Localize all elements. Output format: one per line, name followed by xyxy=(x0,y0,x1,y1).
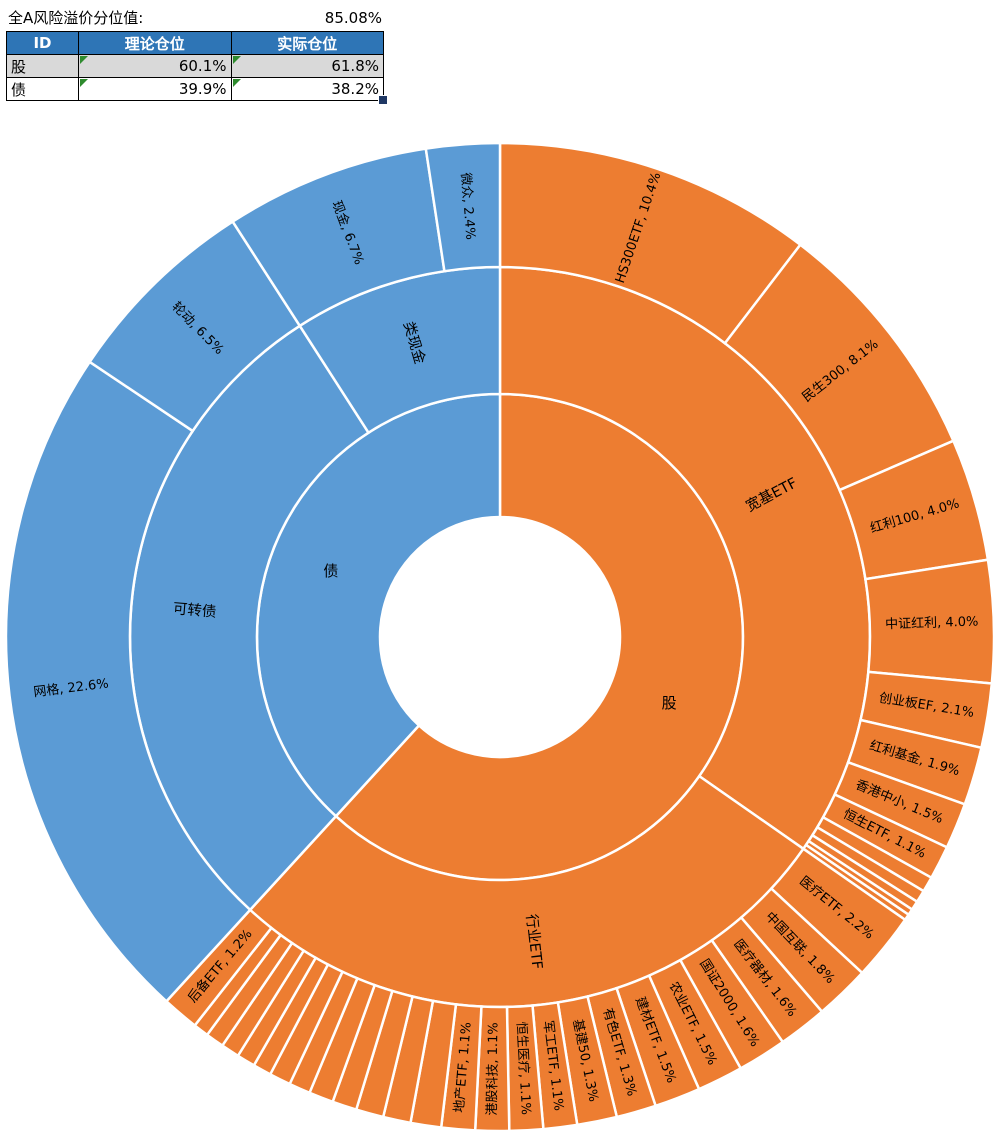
position-table: ID 理论仓位 实际仓位 股 60.1% 61.8% 债 39.9% 38.2% xyxy=(6,31,384,101)
cell-value: 39.9% xyxy=(178,80,227,98)
error-flag-triangle xyxy=(232,56,241,64)
cell-bond-actual[interactable]: 38.2% xyxy=(230,77,384,101)
col-header-theoretical[interactable]: 理论仓位 xyxy=(78,31,232,55)
position-panel: 全A风险溢价分位值: 85.08% ID 理论仓位 实际仓位 股 60.1% 6… xyxy=(6,4,388,105)
fill-handle[interactable] xyxy=(378,95,388,105)
error-flag-triangle xyxy=(232,79,241,87)
col-header-actual[interactable]: 实际仓位 xyxy=(230,31,384,55)
cell-bond-id[interactable]: 债 xyxy=(6,77,79,101)
premium-value[interactable]: 85.08% xyxy=(324,8,382,27)
sunburst-segment-微众[interactable] xyxy=(424,141,502,273)
premium-row: 全A风险溢价分位值: 85.08% xyxy=(6,4,386,31)
cell-value: 60.1% xyxy=(178,57,227,75)
sunburst-segment-中证红利[interactable] xyxy=(864,558,996,685)
table-row-stock: 股 60.1% 61.8% xyxy=(6,54,384,78)
cell-value: 38.2% xyxy=(331,80,379,98)
table-row-bond: 债 39.9% 38.2% xyxy=(6,77,384,101)
sunburst-segment-网格[interactable] xyxy=(4,360,252,1004)
position-table-wrap: ID 理论仓位 实际仓位 股 60.1% 61.8% 债 39.9% 38.2% xyxy=(6,31,388,105)
cell-stock-id[interactable]: 股 xyxy=(6,54,79,78)
cell-stock-actual[interactable]: 61.8% xyxy=(230,54,384,78)
premium-label: 全A风险溢价分位值: xyxy=(8,9,144,27)
cell-value: 61.8% xyxy=(331,57,379,75)
error-flag-triangle xyxy=(80,56,88,64)
cell-bond-theoretical[interactable]: 39.9% xyxy=(78,77,232,101)
table-header-row: ID 理论仓位 实际仓位 xyxy=(6,31,384,55)
cell-stock-theoretical[interactable]: 60.1% xyxy=(78,54,232,78)
error-flag-triangle xyxy=(80,79,88,87)
col-header-id[interactable]: ID xyxy=(6,31,79,55)
